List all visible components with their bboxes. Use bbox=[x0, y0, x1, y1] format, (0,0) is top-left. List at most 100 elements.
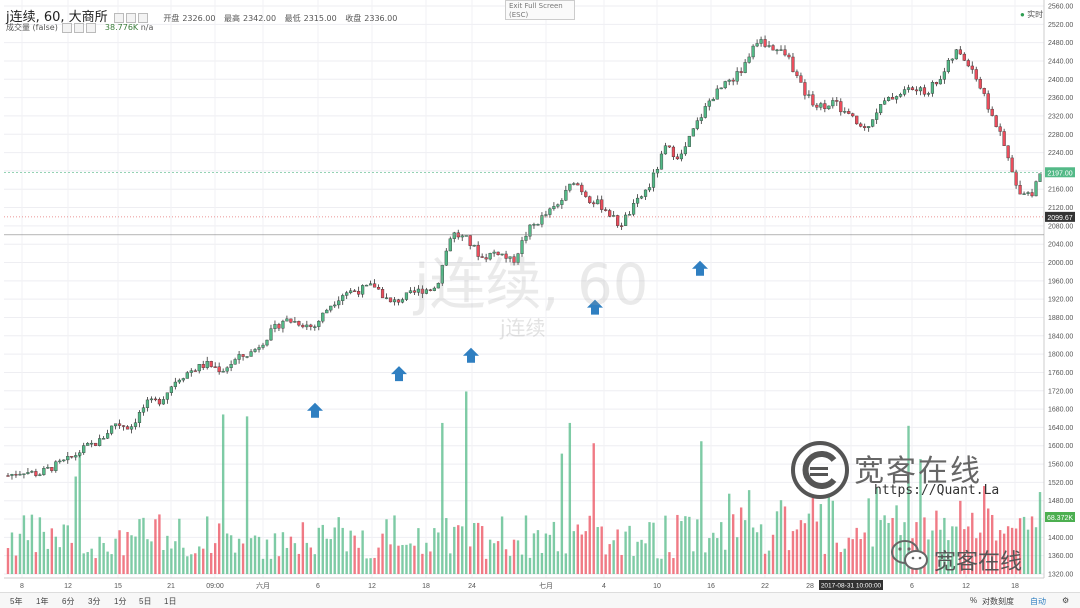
candle-body bbox=[918, 87, 923, 92]
volume-bar bbox=[628, 525, 631, 574]
candle-body bbox=[803, 82, 807, 96]
volume-bar bbox=[552, 521, 556, 574]
symbol-title[interactable]: j连续, 60, 大商所 bbox=[6, 10, 108, 25]
candle-body bbox=[372, 283, 377, 288]
volume-bar bbox=[74, 476, 77, 574]
candle-body bbox=[707, 100, 711, 107]
volume-bar bbox=[341, 527, 344, 574]
candle-body bbox=[169, 386, 173, 393]
volume-bar bbox=[668, 552, 671, 574]
volume-bar bbox=[644, 543, 647, 574]
volume-bar bbox=[1010, 527, 1014, 574]
x-tick-label: 22 bbox=[761, 583, 769, 590]
volume-bar bbox=[516, 540, 520, 574]
volume-bar bbox=[413, 545, 416, 574]
volume-bar bbox=[775, 511, 779, 574]
volume-bar bbox=[536, 530, 540, 574]
candle-body bbox=[867, 126, 871, 128]
volume-bar bbox=[225, 533, 229, 574]
volume-bar bbox=[979, 532, 982, 574]
x-tick-label: 28 bbox=[806, 583, 814, 590]
volume-bar bbox=[983, 486, 986, 574]
legend-close-icon[interactable] bbox=[137, 12, 148, 23]
volume-bar bbox=[847, 537, 850, 574]
candle-body bbox=[54, 461, 58, 471]
candle-body bbox=[349, 290, 353, 293]
volume-bar bbox=[931, 530, 934, 574]
volume-bar bbox=[712, 532, 715, 574]
candle-body bbox=[974, 69, 978, 80]
volume-bar bbox=[186, 556, 189, 574]
candle-body bbox=[452, 232, 456, 239]
volume-bar bbox=[6, 548, 10, 574]
volume-bar bbox=[779, 500, 783, 574]
volume-bar bbox=[795, 529, 799, 574]
volume-bar bbox=[524, 515, 528, 574]
gear-icon[interactable]: ⚙ bbox=[1062, 596, 1070, 605]
volume-bar bbox=[42, 531, 46, 574]
timeframe-1m[interactable]: 1分 bbox=[114, 597, 127, 606]
candle-body bbox=[492, 251, 496, 254]
log-scale-toggle[interactable]: 对数刻度 bbox=[982, 597, 1014, 606]
timeframe-1y[interactable]: 1年 bbox=[36, 597, 49, 606]
timeframe-5y[interactable]: 5年 bbox=[10, 597, 23, 606]
volume-bar bbox=[728, 493, 731, 574]
up-arrow-shape bbox=[587, 299, 603, 315]
candle-body bbox=[627, 214, 632, 216]
candle-body bbox=[671, 146, 676, 158]
volume-bar bbox=[684, 516, 687, 574]
candle-body bbox=[855, 115, 859, 125]
candle-body bbox=[755, 43, 759, 47]
volume-bar bbox=[819, 504, 823, 574]
volume-bar bbox=[58, 547, 61, 574]
auto-scale-toggle[interactable]: 自动 bbox=[1030, 597, 1046, 606]
candle-body bbox=[18, 473, 22, 476]
volume-bar bbox=[437, 532, 440, 574]
volume-bar bbox=[624, 531, 627, 574]
volume-bar bbox=[935, 510, 938, 574]
volume-visibility-icon[interactable] bbox=[62, 22, 73, 33]
timeframe-1d[interactable]: 1日 bbox=[164, 597, 177, 606]
percent-toggle[interactable]: % bbox=[970, 596, 978, 605]
ohlc-values: 开盘 2326.00 最高 2342.00 最低 2315.00 收盘 2336.00 bbox=[157, 14, 397, 23]
candle-body bbox=[763, 39, 767, 47]
legend-settings-icon[interactable] bbox=[125, 12, 136, 23]
volume-bar bbox=[162, 549, 165, 574]
volume-bar bbox=[990, 514, 994, 574]
exit-fullscreen-button[interactable]: Exit Full Screen (ESC) bbox=[505, 0, 575, 20]
candle-body bbox=[871, 119, 875, 127]
volume-value: 38.776K bbox=[104, 23, 139, 32]
candle-body bbox=[285, 318, 289, 322]
candle-body bbox=[831, 100, 835, 107]
volume-bar bbox=[178, 518, 181, 574]
volume-close-icon[interactable] bbox=[86, 22, 97, 33]
candle-body bbox=[189, 370, 193, 373]
volume-settings-icon[interactable] bbox=[74, 22, 85, 33]
timeframe-6m[interactable]: 6分 bbox=[62, 597, 75, 606]
volume-bar bbox=[987, 508, 990, 574]
candle-body bbox=[735, 71, 739, 82]
volume-bar bbox=[170, 548, 173, 574]
timeframe-5d[interactable]: 5日 bbox=[139, 597, 152, 606]
candle-body bbox=[325, 309, 329, 314]
volume-bar bbox=[361, 530, 364, 574]
up-arrow-shape bbox=[692, 260, 708, 276]
volume-bar bbox=[879, 520, 882, 574]
wechat-icon bbox=[891, 540, 928, 570]
candle-body bbox=[659, 153, 664, 170]
volume-bar bbox=[174, 541, 177, 574]
legend-visibility-icon[interactable] bbox=[113, 12, 124, 23]
timeframe-3m[interactable]: 3分 bbox=[88, 597, 101, 606]
volume-bar bbox=[851, 539, 854, 574]
candle-body bbox=[815, 104, 819, 108]
candle-body bbox=[281, 320, 285, 329]
volume-bar bbox=[14, 555, 18, 574]
candle-body bbox=[723, 81, 727, 89]
candle-body bbox=[165, 392, 169, 400]
candle-body bbox=[245, 356, 249, 358]
candle-body bbox=[365, 284, 369, 287]
volume-bar bbox=[325, 538, 328, 574]
candle-body bbox=[313, 326, 317, 328]
volume-label[interactable]: 成交量 (false) bbox=[6, 23, 58, 32]
